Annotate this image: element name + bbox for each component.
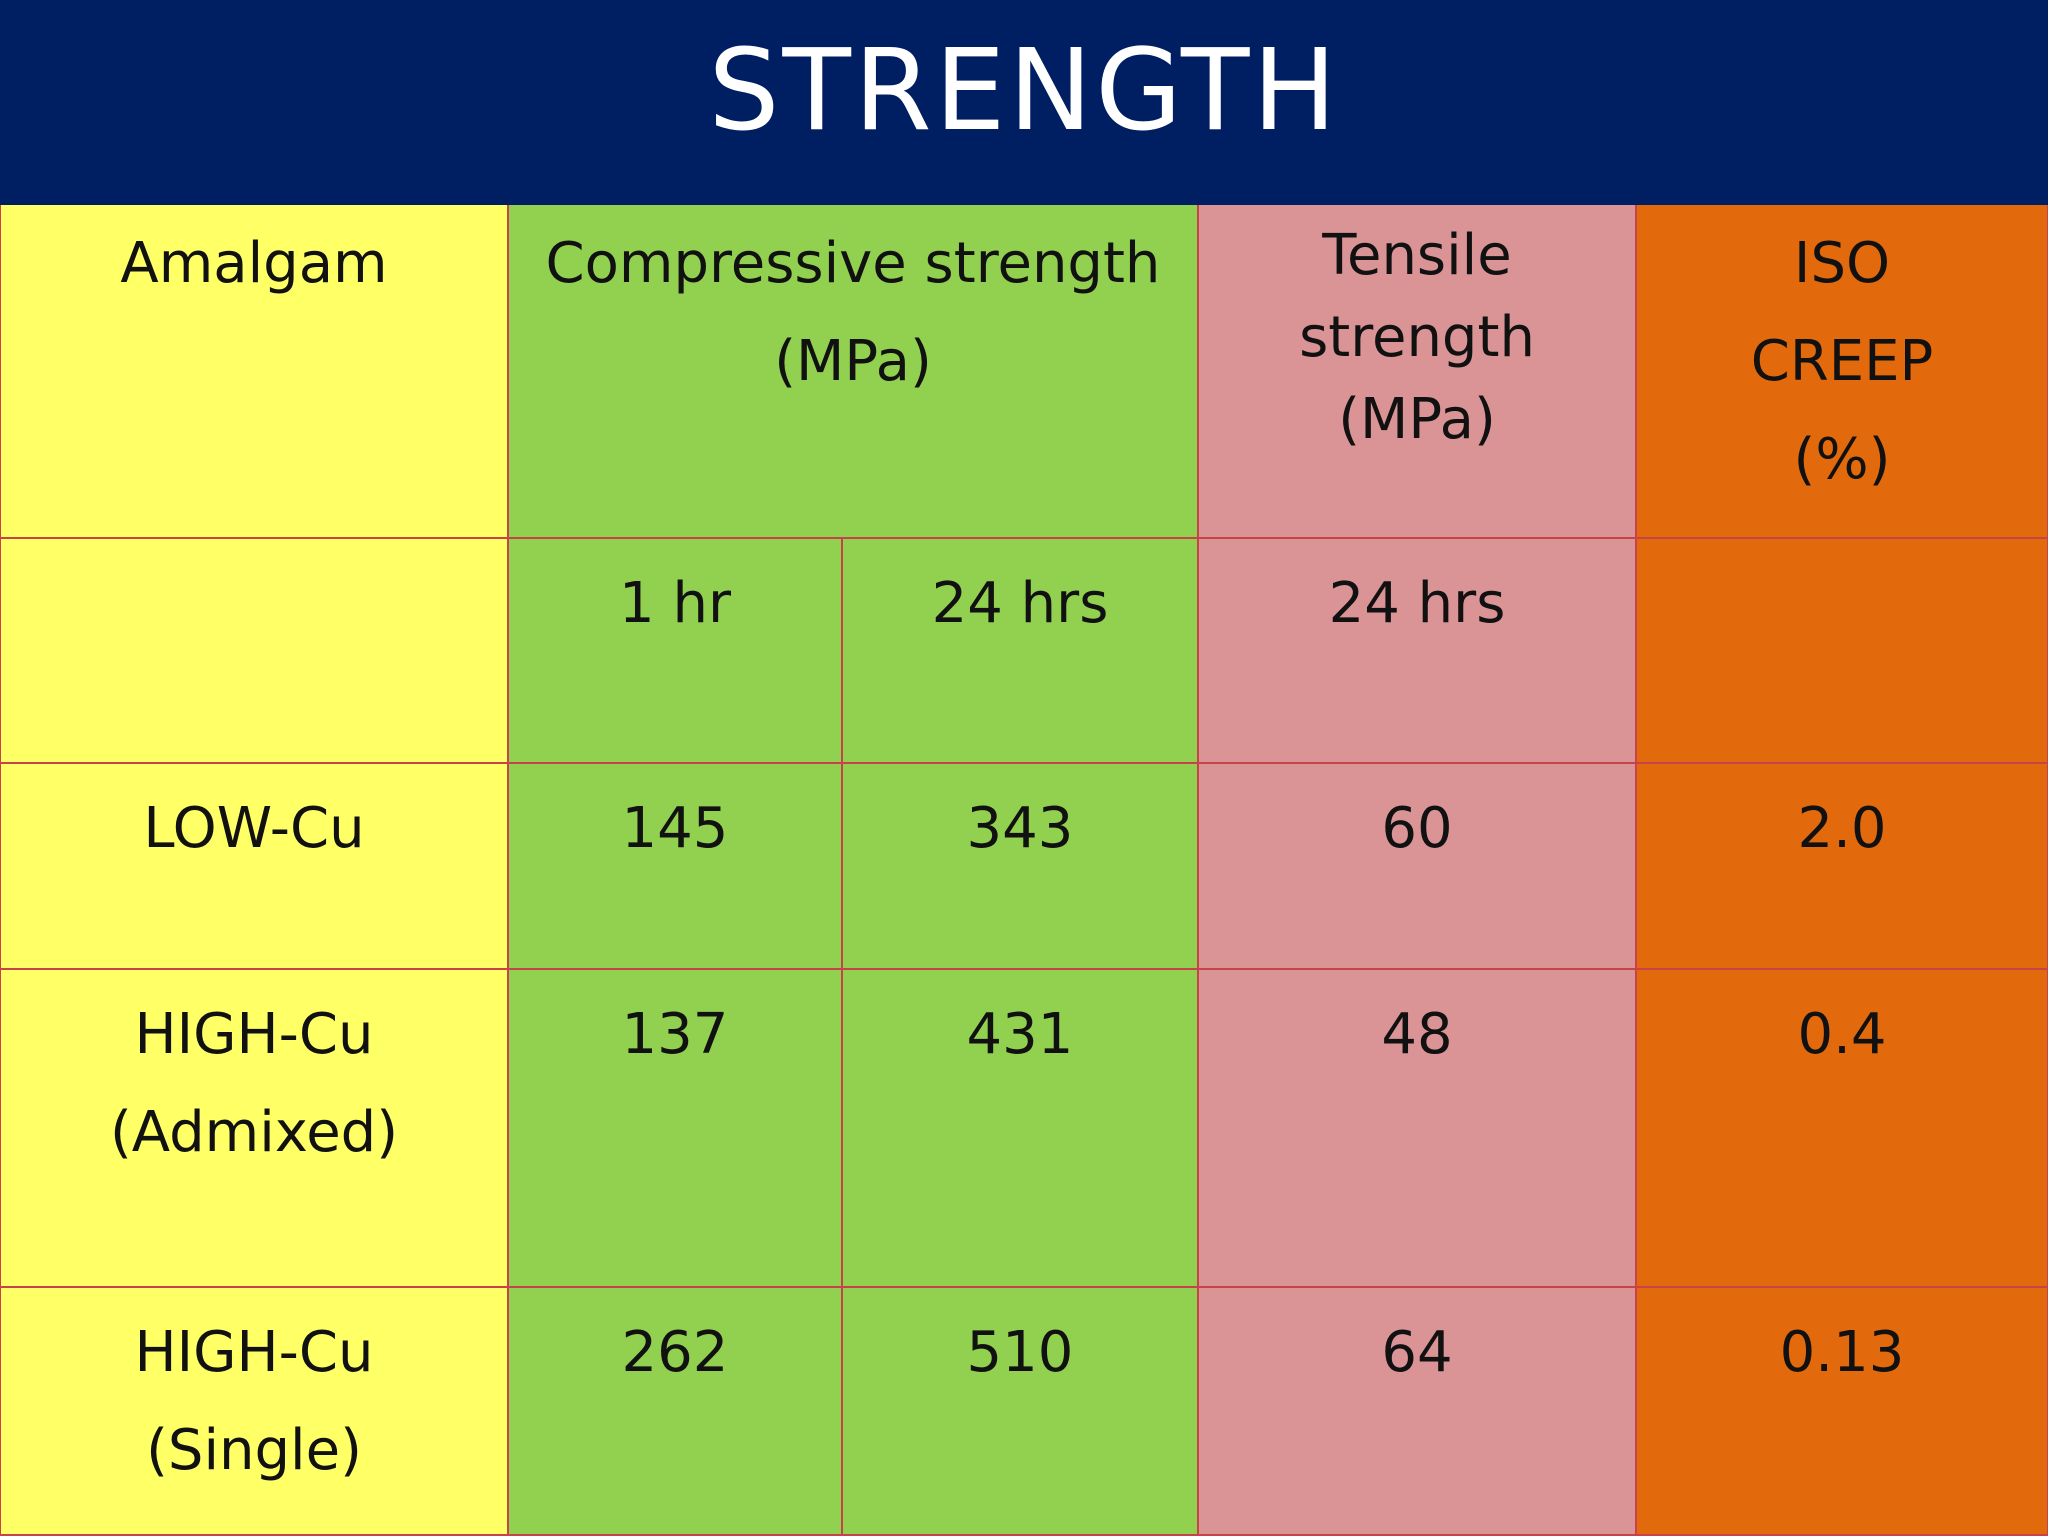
amalgam-label: HIGH-Cu: [134, 1002, 374, 1067]
table-cell-tensile: 48: [1199, 970, 1637, 1288]
value: 48: [1381, 1002, 1453, 1067]
subheader-compressive-24hrs: 24 hrs: [843, 539, 1199, 764]
header-amalgam: Amalgam: [1, 205, 509, 539]
subheader-creep-empty: [1637, 539, 2048, 764]
subheader-compressive-1hr: 1 hr: [509, 539, 843, 764]
header-amalgam-label: Amalgam: [120, 231, 388, 296]
header-compressive-strength: Compressive strength (MPa): [509, 205, 1199, 539]
value: 431: [966, 1002, 1074, 1067]
table-cell-comp-24hrs: 510: [843, 1288, 1199, 1536]
header-iso-line2: CREEP: [1750, 329, 1934, 394]
header-tensile-strength: Tensile strength (MPa): [1199, 205, 1637, 539]
subheader-24hrs-label: 24 hrs: [931, 571, 1109, 636]
value: 0.4: [1797, 1002, 1887, 1067]
value: 2.0: [1797, 796, 1887, 861]
table-cell-creep: 2.0: [1637, 764, 2048, 970]
table-cell-comp-24hrs: 431: [843, 970, 1199, 1288]
value: 60: [1381, 796, 1453, 861]
header-iso-creep: ISO CREEP (%): [1637, 205, 2048, 539]
header-compressive-line2: (MPa): [774, 329, 932, 394]
subheader-tensile-24hrs-label: 24 hrs: [1328, 571, 1506, 636]
header-iso-line3: (%): [1793, 427, 1891, 492]
amalgam-sublabel: (Single): [146, 1418, 362, 1483]
table-cell-comp-1hr: 145: [509, 764, 843, 970]
subheader-1hr-label: 1 hr: [619, 571, 731, 636]
amalgam-label: LOW-Cu: [143, 796, 365, 861]
subheader-amalgam-empty: [1, 539, 509, 764]
table-cell-tensile: 60: [1199, 764, 1637, 970]
amalgam-sublabel: (Admixed): [109, 1100, 399, 1165]
table-cell-creep: 0.4: [1637, 970, 2048, 1288]
title-bar: STRENGTH: [0, 0, 2048, 205]
table-row-high-cu-single-amalgam: HIGH-Cu (Single): [1, 1288, 509, 1536]
page-title: STRENGTH: [708, 25, 1340, 156]
value: 145: [621, 796, 729, 861]
value: 0.13: [1779, 1320, 1905, 1385]
table-cell-creep: 0.13: [1637, 1288, 2048, 1536]
table-cell-comp-1hr: 137: [509, 970, 843, 1288]
strength-table: Amalgam Compressive strength (MPa) Tensi…: [0, 205, 2048, 1536]
header-iso-line1: ISO: [1793, 231, 1891, 296]
value: 510: [966, 1320, 1074, 1385]
table-row-high-cu-admixed-amalgam: HIGH-Cu (Admixed): [1, 970, 509, 1288]
table-row-low-cu-amalgam: LOW-Cu: [1, 764, 509, 970]
header-compressive-line1: Compressive strength: [545, 231, 1161, 296]
subheader-tensile-24hrs: 24 hrs: [1199, 539, 1637, 764]
header-tensile-line1: Tensile: [1322, 223, 1512, 288]
value: 137: [621, 1002, 729, 1067]
table-cell-comp-24hrs: 343: [843, 764, 1199, 970]
value: 262: [621, 1320, 729, 1385]
value: 343: [966, 796, 1074, 861]
table-cell-tensile: 64: [1199, 1288, 1637, 1536]
header-tensile-line3: (MPa): [1338, 387, 1496, 452]
table-cell-comp-1hr: 262: [509, 1288, 843, 1536]
amalgam-label: HIGH-Cu: [134, 1320, 374, 1385]
header-tensile-line2: strength: [1299, 305, 1535, 370]
value: 64: [1381, 1320, 1453, 1385]
